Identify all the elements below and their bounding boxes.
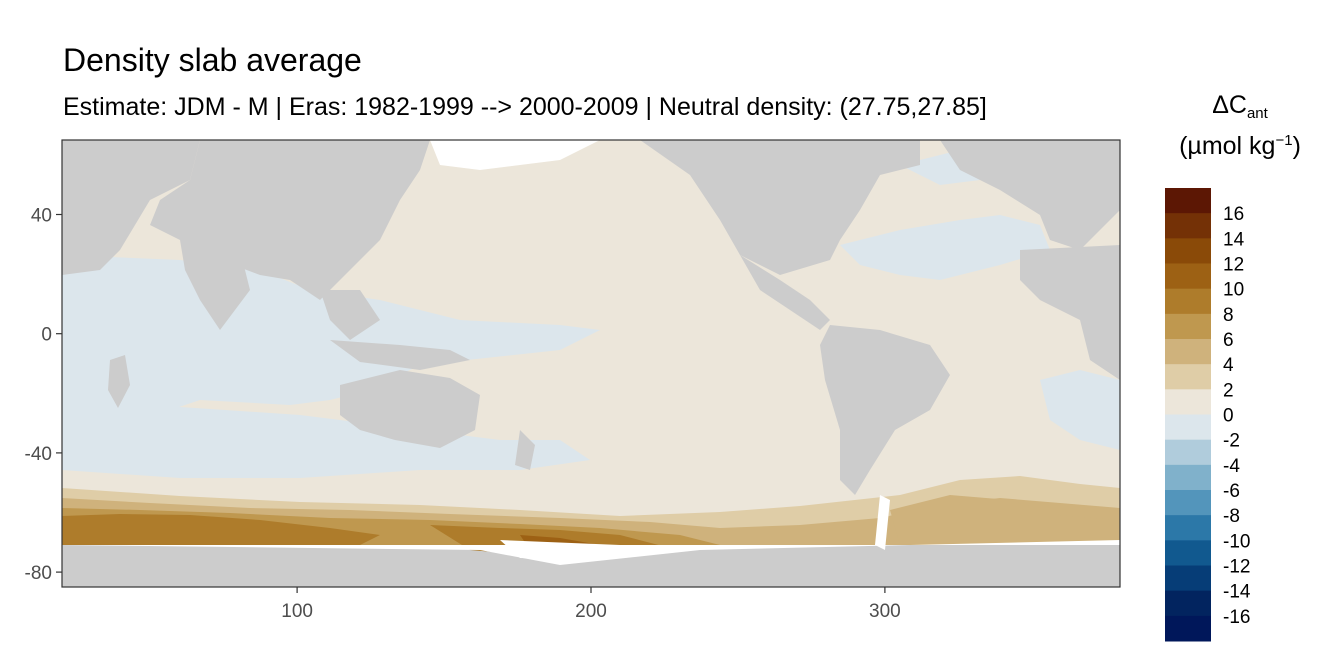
y-tick-label: -80 bbox=[25, 563, 52, 584]
legend-title-main: ΔC bbox=[1212, 91, 1247, 119]
map-field bbox=[62, 140, 1120, 587]
legend-label: -16 bbox=[1223, 607, 1250, 628]
legend-color-swatch bbox=[1165, 364, 1211, 390]
new-zealand-land bbox=[515, 430, 535, 470]
legend-label: 10 bbox=[1223, 280, 1244, 301]
chart-title: Density slab average bbox=[63, 42, 362, 78]
legend-color-swatch bbox=[1165, 540, 1211, 566]
legend-color-swatch bbox=[1165, 389, 1211, 415]
land-masses bbox=[62, 140, 1120, 495]
y-tick-label: -40 bbox=[25, 444, 52, 465]
missing-data bbox=[62, 140, 1120, 565]
legend-color-swatch bbox=[1165, 565, 1211, 592]
southeast-asia-land bbox=[320, 290, 380, 340]
north-atlantic-field bbox=[840, 215, 1050, 280]
legend-label: -4 bbox=[1223, 456, 1240, 477]
legend-label: 4 bbox=[1223, 355, 1234, 376]
legend-label: 2 bbox=[1223, 380, 1234, 401]
legend-color-swatch bbox=[1165, 213, 1211, 239]
indonesia-land bbox=[330, 340, 470, 370]
north-america-land bbox=[640, 140, 920, 275]
x-tick-label: 200 bbox=[575, 601, 607, 622]
greenland-europe-land bbox=[940, 140, 1120, 250]
legend-label: -12 bbox=[1223, 557, 1250, 578]
missing-data-ross-shelf bbox=[500, 540, 620, 560]
legend-color-swatch bbox=[1165, 490, 1211, 516]
legend-color-swatch bbox=[1165, 238, 1211, 264]
y-tick-label: 40 bbox=[31, 206, 52, 227]
legend-title-variable: ΔCant bbox=[1170, 85, 1310, 126]
legend-title-sub: ant bbox=[1246, 105, 1268, 122]
legend-label: -14 bbox=[1223, 582, 1251, 603]
legend-color-swatch bbox=[1165, 590, 1211, 617]
south-america-land bbox=[820, 325, 950, 495]
legend-color-swatch bbox=[1165, 439, 1211, 466]
legend-title-unit-close: ) bbox=[1292, 132, 1301, 160]
legend-label: -6 bbox=[1223, 481, 1240, 502]
x-tick-label: 300 bbox=[869, 601, 901, 622]
missing-data-bering bbox=[430, 140, 600, 170]
legend-label: -8 bbox=[1223, 506, 1240, 527]
legend-title: ΔCant (µmol kg−1) bbox=[1170, 85, 1310, 166]
southern-ocean-strong-indian bbox=[62, 514, 380, 545]
weddell-band bbox=[890, 495, 1120, 545]
x-tick-label: 100 bbox=[281, 601, 313, 622]
legend-label: 8 bbox=[1223, 305, 1234, 326]
legend-label: 6 bbox=[1223, 330, 1234, 351]
legend-color-swatch bbox=[1165, 313, 1211, 340]
legend-label: 0 bbox=[1223, 406, 1234, 427]
legend-title-unit-open: (µmol kg bbox=[1179, 132, 1276, 160]
africa-west-land bbox=[1020, 245, 1120, 380]
legend-title-unit-sup: −1 bbox=[1275, 132, 1293, 149]
color-legend: 16 14 12 10 8 6 4 2 0 -2 -4 -6 -8 -10 -12 -14 -16 bbox=[1165, 188, 1251, 642]
y-tick-label: 0 bbox=[41, 325, 52, 346]
legend-color-swatch bbox=[1165, 615, 1211, 642]
legend-color-swatch bbox=[1165, 188, 1211, 214]
legend-color-swatch bbox=[1165, 414, 1211, 441]
legend-label: -10 bbox=[1223, 531, 1250, 552]
legend-label: -2 bbox=[1223, 431, 1240, 452]
legend-color-swatch bbox=[1165, 515, 1211, 541]
legend-color-swatch bbox=[1165, 263, 1211, 290]
central-america-land bbox=[740, 255, 830, 330]
legend-title-unit: (µmol kg−1) bbox=[1170, 126, 1310, 166]
legend-color-swatch bbox=[1165, 288, 1211, 315]
legend-label: 14 bbox=[1223, 229, 1245, 250]
legend-label: 12 bbox=[1223, 255, 1244, 276]
indian-ocean-field bbox=[62, 255, 600, 440]
southern-indian-band bbox=[62, 405, 590, 478]
legend-label: 16 bbox=[1223, 204, 1244, 225]
south-atlantic-field bbox=[1040, 370, 1120, 450]
madagascar-land bbox=[108, 355, 130, 408]
australia-land bbox=[340, 370, 480, 448]
legend-color-swatch bbox=[1165, 339, 1211, 365]
india-land bbox=[180, 240, 250, 330]
africa-east-land bbox=[62, 140, 200, 275]
missing-data-antarctic-peninsula bbox=[875, 495, 890, 550]
legend-color-swatch bbox=[1165, 464, 1211, 491]
chart-subtitle: Estimate: JDM - M | Eras: 1982-1999 --> … bbox=[63, 93, 987, 121]
